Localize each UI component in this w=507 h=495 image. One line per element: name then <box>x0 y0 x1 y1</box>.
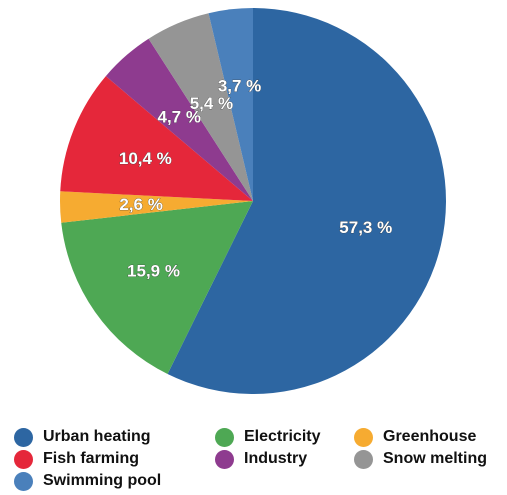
legend-item-electricity: Electricity <box>215 426 320 448</box>
legend-item-fish-farming: Fish farming <box>14 448 139 470</box>
legend-marker-industry <box>215 449 234 469</box>
legend-marker-greenhouse <box>354 427 373 447</box>
legend-marker-snow-melting <box>354 449 373 469</box>
pie-slice-urban-heating <box>167 8 447 395</box>
pie-slice-industry <box>105 38 253 202</box>
pie-chart: 57,3 % 15,9 % 2,6 % 10,4 % 4,7 %5,4 %3,7 % <box>60 7 447 395</box>
legend-marker-electricity <box>215 427 234 447</box>
pie-value-label-swimming-pool: 3,7 % <box>218 76 261 95</box>
legend-label-snow-melting: Snow melting <box>383 450 487 467</box>
pie-value-label-industry: 4,7 % <box>157 107 200 126</box>
legend-item-urban-heating: Urban heating <box>14 426 151 448</box>
pie-value-label-fish-farming: 10,4 % <box>119 149 172 168</box>
legend-item-swimming-pool: Swimming pool <box>14 470 161 492</box>
pie-slice-greenhouse <box>60 191 254 223</box>
legend-label-electricity: Electricity <box>244 428 321 445</box>
legend-marker-urban-heating <box>14 427 33 447</box>
pie-value-label-snow-melting: 5,4 % <box>190 94 233 113</box>
legend-label-greenhouse: Greenhouse <box>383 428 477 445</box>
legend: Urban heating Electricity Greenhouse Fis… <box>0 418 507 495</box>
pie-slice-swimming-pool <box>208 7 253 201</box>
legend-item-industry: Industry <box>215 448 307 470</box>
legend-label-industry: Industry <box>244 450 308 467</box>
legend-label-swimming-pool: Swimming pool <box>43 472 162 489</box>
pie-slice-snow-melting <box>148 13 253 202</box>
legend-item-snow-melting: Snow melting <box>354 448 487 470</box>
pie-slice-electricity <box>61 201 253 375</box>
legend-marker-swimming-pool <box>14 471 33 491</box>
legend-label-fish-farming: Fish farming <box>43 450 140 467</box>
pie-value-label-electricity: 15,9 % <box>127 261 180 280</box>
legend-marker-fish-farming <box>14 449 33 469</box>
pie-slices <box>60 7 447 395</box>
legend-label-urban-heating: Urban heating <box>43 428 151 445</box>
pie-slice-fish-farming <box>60 76 253 201</box>
legend-item-greenhouse: Greenhouse <box>354 426 476 448</box>
pie-value-labels: 57,3 % 15,9 % 2,6 % 10,4 % 4,7 %5,4 %3,7 % <box>119 76 393 281</box>
pie-value-label-urban-heating: 57,3 % <box>339 218 392 237</box>
pie-value-label-greenhouse: 2,6 % <box>119 195 162 214</box>
